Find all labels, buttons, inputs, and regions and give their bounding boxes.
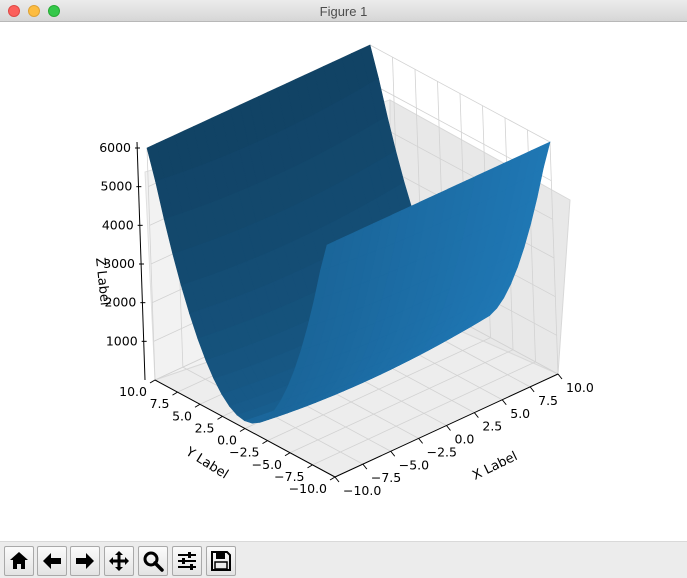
y-tick-label: −5.0 <box>252 457 282 472</box>
z-tick-label: 5000 <box>101 179 133 194</box>
x-tick <box>390 450 396 457</box>
y-tick <box>284 452 291 457</box>
z-tick-label: 3000 <box>103 256 135 271</box>
zoom-window-button[interactable] <box>48 5 60 17</box>
zoom-button[interactable] <box>138 546 168 576</box>
x-tick-label: −5.0 <box>399 457 429 472</box>
x-tick <box>473 412 479 418</box>
x-tick <box>529 386 535 393</box>
x-tick <box>334 476 340 483</box>
z-axis-line <box>136 141 146 381</box>
x-tick-label: −2.5 <box>427 444 457 459</box>
x-tick <box>362 463 368 470</box>
z-tick-label: 6000 <box>99 140 131 155</box>
y-tick <box>217 415 223 420</box>
y-tick-label: 5.0 <box>172 408 192 423</box>
y-tick <box>307 464 313 469</box>
x-axis-label: X Label <box>470 449 520 484</box>
x-tick-label: 2.5 <box>482 419 502 434</box>
y-tick <box>172 391 178 396</box>
y-tick-label: −2.5 <box>229 445 259 460</box>
surface-plot[interactable]: −10.0−7.5−5.0−2.50.02.55.07.510.0−10.0−7… <box>0 22 687 541</box>
magnifier-icon <box>143 551 164 572</box>
y-axis-label: Y Label <box>182 444 231 482</box>
minimize-window-button[interactable] <box>28 5 40 17</box>
y-tick-label: −7.5 <box>274 469 304 484</box>
back-button[interactable] <box>37 546 67 576</box>
home-icon <box>10 552 28 569</box>
x-tick-label: 0.0 <box>455 432 475 447</box>
plot-canvas[interactable]: −10.0 −7.5 −5.0 −2.5 0.0 2.5 5.0 7.5 10.0 −10.0 −7… <box>0 22 687 541</box>
floppy-disk-icon <box>211 551 231 571</box>
surface-mesh <box>146 44 551 424</box>
z-axis-label: Z Label <box>92 257 112 306</box>
arrow-left-icon <box>43 553 61 569</box>
y-tick-label: 10.0 <box>119 384 147 399</box>
surface-patch <box>533 141 551 174</box>
pan-button[interactable] <box>104 546 134 576</box>
y-tick <box>239 428 246 432</box>
configure-subplots-button[interactable] <box>172 546 202 576</box>
title-bar: Figure 1 <box>0 0 687 22</box>
x-tick <box>501 399 507 406</box>
x-tick-label: 7.5 <box>538 393 558 408</box>
x-tick-label: 5.0 <box>510 406 530 421</box>
x-tick <box>446 425 451 431</box>
arrow-right-icon <box>76 553 94 569</box>
y-tick <box>149 379 156 384</box>
y-tick-label: 7.5 <box>150 396 170 411</box>
x-tick-label: −10.0 <box>343 483 381 498</box>
z-tick-label: 1000 <box>106 333 138 348</box>
z-tick-label: 2000 <box>105 295 137 310</box>
x-tick <box>557 373 563 380</box>
sliders-icon <box>178 552 196 570</box>
move-icon <box>109 551 129 571</box>
z-tick-label: 4000 <box>102 217 134 232</box>
tick-labels: −10.0−7.5−5.0−2.50.02.55.07.510.0−10.0−7… <box>99 140 594 498</box>
y-tick-label: 2.5 <box>195 420 215 435</box>
axes-group <box>135 141 563 483</box>
forward-button[interactable] <box>70 546 100 576</box>
x-tick <box>418 438 424 444</box>
navigation-toolbar <box>0 541 687 578</box>
window-title: Figure 1 <box>319 4 368 19</box>
y-tick-label: 0.0 <box>217 433 237 448</box>
y-tick-label: −10.0 <box>289 481 327 496</box>
x-tick-label: −7.5 <box>371 470 401 485</box>
y-tick <box>262 440 268 445</box>
y-tick <box>194 403 201 408</box>
home-button[interactable] <box>4 546 34 576</box>
close-window-button[interactable] <box>8 5 20 17</box>
save-button[interactable] <box>206 546 236 576</box>
y-tick <box>329 476 336 481</box>
x-tick-label: 10.0 <box>566 380 594 395</box>
